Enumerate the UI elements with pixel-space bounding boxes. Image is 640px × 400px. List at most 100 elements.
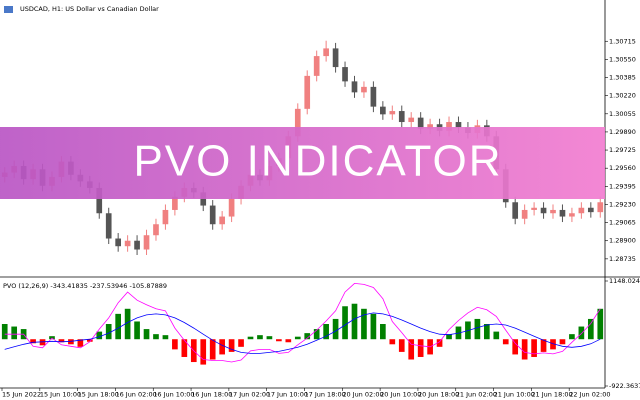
time-label: 17 Jun 18:00 xyxy=(305,391,346,399)
candle-body xyxy=(228,198,235,217)
candle-body xyxy=(455,122,462,128)
histogram-bar xyxy=(172,339,178,350)
histogram-bar xyxy=(540,339,547,352)
candle-body xyxy=(427,124,433,129)
y-tick-label: -922.36375 xyxy=(609,382,640,390)
candle-body xyxy=(332,48,339,68)
y-tick-label: 1.30055 xyxy=(609,110,636,118)
histogram-bar xyxy=(484,324,490,340)
candle-body xyxy=(559,209,566,217)
time-label: 15 Jun 2022 xyxy=(2,391,41,399)
candle-body xyxy=(512,202,519,219)
y-tick-label: 1.29065 xyxy=(609,219,636,227)
histogram-bar xyxy=(323,324,329,340)
candle-body xyxy=(587,207,594,213)
histogram-bar xyxy=(228,339,235,352)
y-tick-label: 1.28735 xyxy=(609,255,636,263)
histogram-bar xyxy=(502,339,509,345)
candle-body xyxy=(569,213,575,217)
y-tick-label: 1.29560 xyxy=(609,164,636,172)
time-label: 21 Jun 10:00 xyxy=(494,391,535,399)
candle-body xyxy=(115,238,121,247)
candle-body xyxy=(105,213,112,239)
histogram-bar xyxy=(115,313,121,340)
candle-body xyxy=(531,207,537,210)
candle-body xyxy=(540,207,547,214)
histogram-bar xyxy=(398,339,405,352)
banner xyxy=(0,127,605,199)
time-label: 15 Jun 10:00 xyxy=(40,391,81,399)
histogram-bar xyxy=(276,339,282,342)
indicator-line xyxy=(4,312,601,354)
histogram-bar xyxy=(219,339,225,355)
histogram-bar xyxy=(30,339,36,344)
time-label: 20 Jun 10:00 xyxy=(380,391,421,399)
time-label: 16 Jun 10:00 xyxy=(153,391,194,399)
histogram-bar xyxy=(200,339,207,365)
candle-body xyxy=(521,209,528,219)
histogram-bar xyxy=(587,318,594,340)
histogram-bar xyxy=(578,326,585,340)
time-label: 21 Jun 18:00 xyxy=(531,391,572,399)
candle-body xyxy=(408,117,415,123)
histogram-bar xyxy=(11,326,18,340)
time-label: 17 Jun 10:00 xyxy=(267,391,308,399)
candle-body xyxy=(370,86,377,107)
histogram-bar xyxy=(1,324,8,340)
histogram-bar xyxy=(550,339,556,350)
candle-body xyxy=(172,196,178,210)
time-label: 15 Jun 18:00 xyxy=(78,391,119,399)
symbol-icon[interactable] xyxy=(4,6,13,13)
histogram-bar xyxy=(257,335,263,340)
candle-body xyxy=(550,209,556,214)
histogram-bar xyxy=(143,329,150,340)
y-tick-label: 1.29725 xyxy=(609,146,636,154)
histogram-bar xyxy=(351,303,358,340)
histogram-bar xyxy=(332,318,339,340)
time-label: 16 Jun 18:00 xyxy=(191,391,232,399)
histogram-bar xyxy=(96,331,103,340)
candle-body xyxy=(219,216,225,225)
candle-body xyxy=(209,205,216,225)
histogram-bar xyxy=(408,339,415,360)
histogram-bar xyxy=(105,324,112,340)
y-tick-label: 1.29890 xyxy=(609,128,636,136)
histogram-bar xyxy=(86,339,93,342)
candle-body xyxy=(342,67,348,82)
banner-text: PVO INDICATOR xyxy=(133,137,502,186)
histogram-bar xyxy=(181,339,188,357)
histogram-bar xyxy=(247,336,254,340)
histogram-bar xyxy=(238,339,244,347)
candle-body xyxy=(597,202,604,213)
histogram-bar xyxy=(370,313,377,340)
histogram-bar xyxy=(153,334,159,340)
candle-body xyxy=(578,207,585,214)
histogram-bar xyxy=(39,339,46,346)
time-label: 16 Jun 02:00 xyxy=(115,391,156,399)
candle-body xyxy=(143,235,150,250)
time-label: 21 Jun 02:00 xyxy=(456,391,497,399)
histogram-bar xyxy=(266,336,273,340)
y-tick-label: 1.28900 xyxy=(609,237,636,245)
candle-body xyxy=(153,224,159,236)
histogram-bar xyxy=(531,339,537,357)
histogram-bar xyxy=(597,308,604,340)
panel-title: PVO (12,26,9) -343.41835 -237.53946 -105… xyxy=(3,282,167,290)
candle-body xyxy=(313,56,320,76)
y-tick-label: 1.29395 xyxy=(609,182,636,190)
histogram-bar xyxy=(380,324,386,340)
time-label: 17 Jun 02:00 xyxy=(229,391,270,399)
histogram-bar xyxy=(68,339,74,345)
candle-body xyxy=(361,86,367,93)
candle-body xyxy=(162,209,169,225)
time-label: 20 Jun 02:00 xyxy=(342,391,383,399)
histogram-bar xyxy=(417,339,424,357)
candle-body xyxy=(417,117,424,129)
histogram-bar xyxy=(446,334,452,340)
histogram-bar xyxy=(294,336,301,340)
histogram-bar xyxy=(436,339,443,347)
histogram-bar xyxy=(162,335,169,340)
histogram-bar xyxy=(361,308,367,340)
candle-body xyxy=(389,111,396,115)
candle-body xyxy=(398,111,405,123)
